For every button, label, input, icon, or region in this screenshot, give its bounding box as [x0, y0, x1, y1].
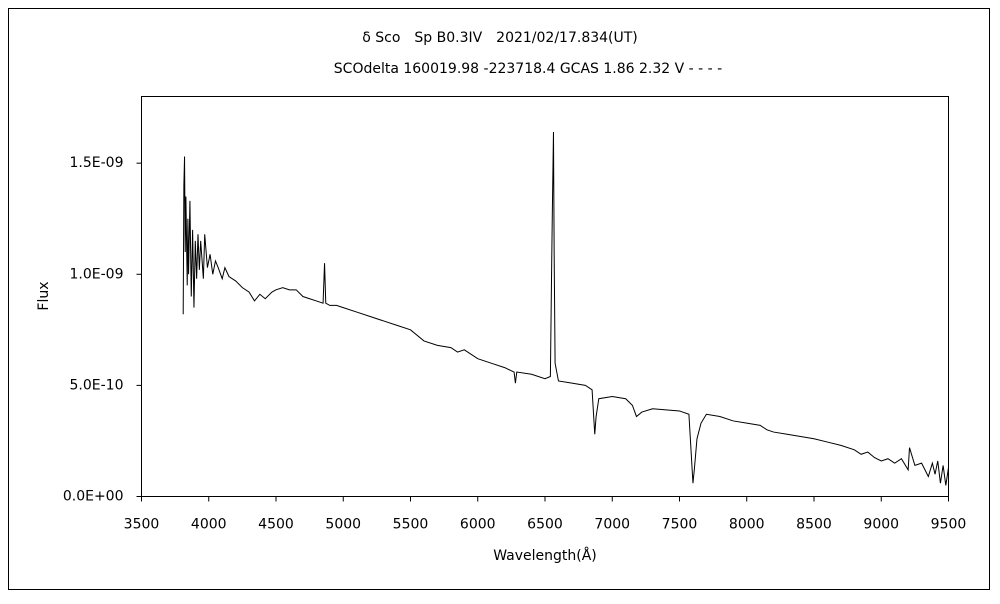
chart-frame — [8, 8, 990, 590]
x-tick-label: 5000 — [325, 517, 361, 533]
x-tick-label: 5500 — [393, 517, 429, 533]
y-axis-label: Flux — [36, 281, 52, 310]
x-tick-label: 9000 — [863, 517, 899, 533]
y-tick-label: 1.5E-09 — [70, 155, 124, 171]
x-axis-label: Wavelength(Å) — [493, 547, 597, 564]
chart-subtitle: SCOdelta 160019.98 -223718.4 GCAS 1.86 2… — [334, 61, 722, 77]
x-tick-label: 4000 — [191, 517, 227, 533]
x-tick-label: 9500 — [931, 517, 967, 533]
spectrum-line — [182, 132, 949, 486]
x-tick-label: 4500 — [258, 517, 294, 533]
y-tick-label: 5.0E-10 — [70, 377, 124, 393]
x-tick-label: 7000 — [594, 517, 630, 533]
x-tick-label: 6500 — [527, 517, 563, 533]
y-tick-label: 1.0E-09 — [70, 266, 124, 282]
x-tick-label: 7500 — [662, 517, 698, 533]
x-tick-label: 8000 — [729, 517, 765, 533]
x-tick-label: 3500 — [124, 517, 160, 533]
chart-title: δ Sco Sp B0.3IV 2021/02/17.834(UT) — [362, 30, 638, 46]
x-tick-label: 6000 — [460, 517, 496, 533]
x-tick-label: 8500 — [796, 517, 832, 533]
y-tick-label: 0.0E+00 — [63, 489, 124, 505]
